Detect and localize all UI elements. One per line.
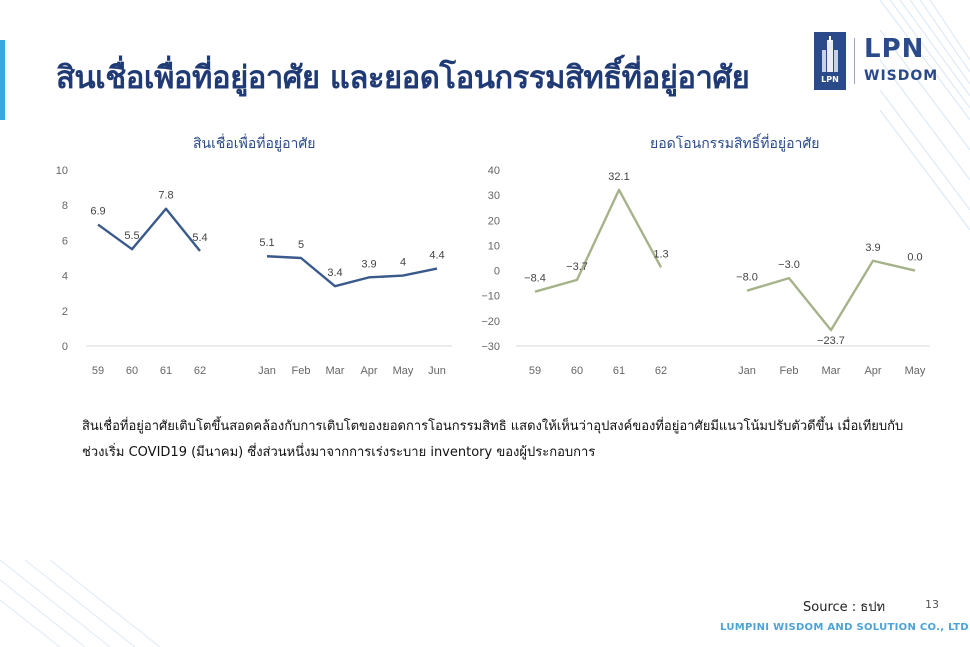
data-label: −3.0: [778, 259, 800, 271]
data-label: 5.5: [124, 230, 139, 242]
summary-paragraph: สินเชื่อที่อยู่อาศัยเติบโตขึ้นสอดคล้องกั…: [82, 419, 904, 460]
logo-brand: LPN: [864, 34, 925, 64]
y-tick-label: 6: [62, 235, 68, 247]
y-tick-label: 20: [488, 215, 500, 227]
logo-sub: WISDOM: [864, 68, 939, 84]
data-label: −3.7: [566, 261, 588, 273]
y-tick-label: 0: [62, 341, 68, 353]
accent-bar: [0, 40, 5, 120]
data-label: 32.1: [608, 171, 629, 183]
x-tick-label: 61: [613, 365, 625, 377]
building-icon: LPN: [814, 32, 846, 90]
data-label: 7.8: [158, 190, 173, 202]
y-tick-label: 10: [56, 165, 68, 177]
corner-decoration-bottom: [0, 560, 161, 647]
data-label: 5: [298, 239, 304, 251]
x-tick-label: Feb: [780, 365, 799, 377]
data-label: 1.3: [653, 248, 668, 260]
y-tick-label: 8: [62, 200, 68, 212]
x-tick-label: 62: [655, 365, 667, 377]
data-label: 4.4: [429, 250, 444, 262]
page-number: 13: [925, 598, 939, 611]
x-tick-label: Jun: [428, 365, 446, 377]
x-tick-label: Mar: [326, 365, 345, 377]
source-note: Source : ธปท: [803, 600, 886, 615]
data-label: −23.7: [817, 335, 845, 347]
y-tick-label: 4: [62, 271, 68, 283]
page-title: สินเชื่อเพื่อที่อยู่อาศัย และยอดโอนกรรมส…: [56, 60, 750, 96]
y-tick-label: 10: [488, 240, 500, 252]
y-tick-label: −30: [481, 341, 500, 353]
data-label: 5.4: [192, 232, 207, 244]
x-tick-label: 61: [160, 365, 172, 377]
data-label: 3.4: [327, 267, 342, 279]
lpn-logo: LPN LPN WISDOM: [814, 32, 944, 90]
data-label: 4: [400, 257, 406, 269]
company-footer: LUMPINI WISDOM AND SOLUTION CO., LTD.: [720, 622, 970, 633]
y-tick-label: 0: [494, 266, 500, 278]
x-tick-label: Apr: [360, 365, 377, 377]
data-label: 3.9: [361, 258, 376, 270]
ownership-transfer-chart: −30 −20 −10 0 10 20 30 40 −8.4 59 −3.7 60 32.1 61 1.3 6…: [481, 165, 930, 377]
x-tick-label: 59: [92, 365, 104, 377]
corner-decoration: [880, 0, 970, 230]
data-label: −8.0: [736, 272, 758, 284]
data-label: 3.9: [865, 242, 880, 254]
data-label: 6.9: [90, 206, 105, 218]
x-tick-label: 60: [571, 365, 583, 377]
x-tick-label: May: [393, 365, 414, 377]
y-tick-label: −20: [481, 316, 500, 328]
x-tick-label: Apr: [864, 365, 881, 377]
data-label: 0.0: [907, 252, 922, 264]
y-tick-label: −10: [481, 291, 500, 303]
series-line: [534, 188, 663, 293]
x-tick-label: 62: [194, 365, 206, 377]
x-tick-label: 59: [529, 365, 541, 377]
logo-divider: [854, 38, 855, 84]
series-line: [97, 207, 201, 252]
series-line: [746, 259, 916, 332]
x-tick-label: Mar: [822, 365, 841, 377]
data-label: 5.1: [259, 237, 274, 249]
logo-mark-label: LPN: [821, 75, 839, 84]
x-tick-label: Jan: [738, 365, 756, 377]
series-line: [266, 255, 438, 288]
y-tick-label: 2: [62, 306, 68, 318]
y-tick-label: 40: [488, 165, 500, 177]
chart-title-left: สินเชื่อเพื่อที่อยู่อาศัย: [193, 136, 316, 152]
chart-title-right: ยอดโอนกรรมสิทธิ์ที่อยู่อาศัย: [650, 136, 820, 152]
x-tick-label: Jan: [258, 365, 276, 377]
x-tick-label: 60: [126, 365, 138, 377]
x-tick-label: May: [905, 365, 926, 377]
data-label: −8.4: [524, 273, 546, 285]
x-tick-label: Feb: [292, 365, 311, 377]
y-tick-label: 30: [488, 190, 500, 202]
housing-loan-chart: 0 2 4 6 8 10 6.9 59 5.5 60 7.8 61 5.4 62 5.1 Jan 5 Feb 3.4…: [56, 165, 452, 377]
